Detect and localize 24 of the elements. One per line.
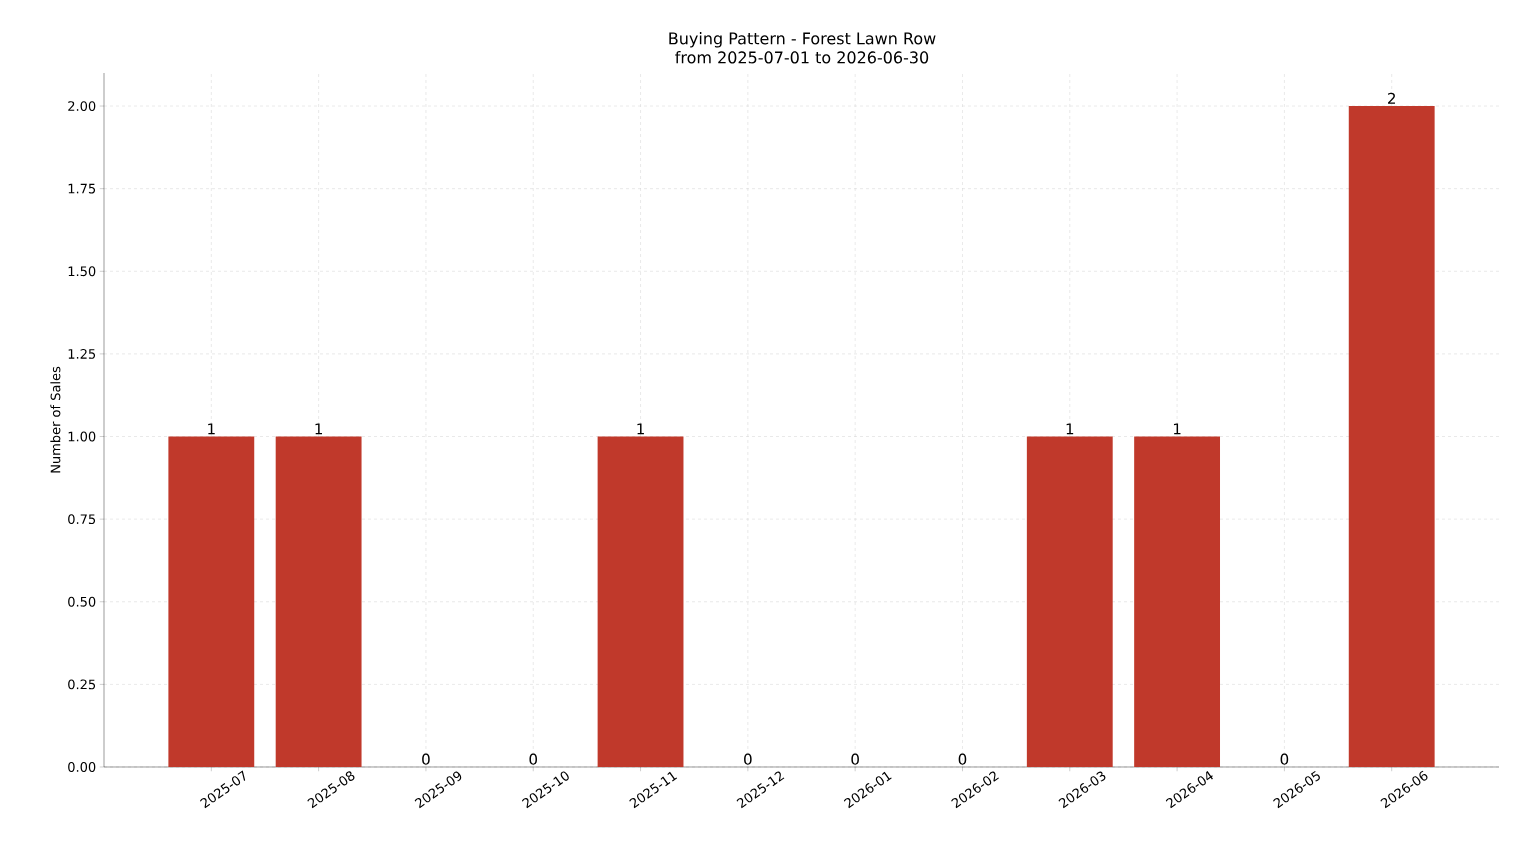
y-axis-title: Number of Sales — [50, 366, 61, 473]
y-tick-label: 0.00 — [68, 762, 96, 772]
data-label: 1 — [315, 423, 323, 435]
data-label: 1 — [208, 423, 215, 435]
y-tick-label: 0.75 — [68, 514, 96, 525]
y-tick-label: 0.25 — [68, 679, 96, 690]
data-label: 0 — [422, 753, 430, 765]
chart-subtitle: from 2025-07-01 to 2026-06-30 — [675, 51, 929, 64]
data-label: 0 — [1280, 753, 1289, 765]
data-label: 1 — [637, 423, 644, 435]
data-label: 0 — [851, 753, 859, 765]
data-label: 0 — [529, 753, 538, 765]
y-tick-label: 1.00 — [68, 431, 96, 442]
data-label: 0 — [744, 753, 752, 765]
data-label: 1 — [1173, 423, 1181, 435]
data-label: 0 — [958, 753, 967, 765]
data-label: 2 — [1388, 92, 1395, 104]
y-tick-label: 0.50 — [68, 596, 96, 607]
y-tick-label: 1.50 — [68, 266, 96, 277]
y-tick-label: 2.00 — [68, 101, 96, 111]
y-tick-label: 1.25 — [68, 348, 96, 359]
chart-title: Buying Pattern - Forest Lawn Row — [669, 32, 936, 48]
data-label: 1 — [1066, 423, 1074, 435]
y-tick-label: 1.75 — [68, 183, 96, 194]
